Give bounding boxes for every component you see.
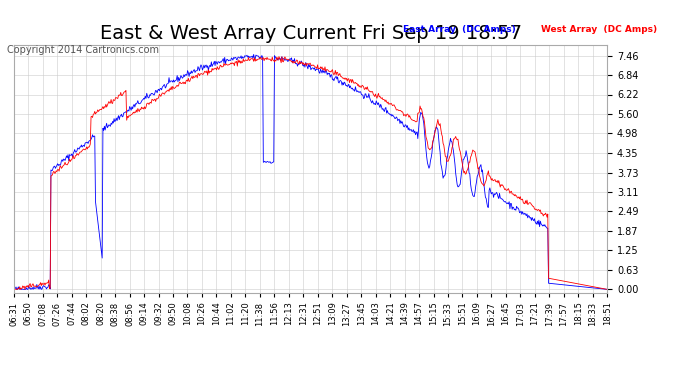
West Array  (DC Amps) [356,84,364,88]
West Array  (DC Amps) [389,103,397,107]
East Array  (DC Amps) [47,168,55,172]
East Array  (DC Amps) [10,286,18,291]
Title: East & West Array Current Fri Sep 19 18:57: East & West Array Current Fri Sep 19 18:… [99,24,522,44]
West Array  (DC Amps) [522,201,531,206]
West Array  (DC Amps) [47,174,55,178]
West Array  (DC Amps) [371,92,380,96]
East Array  (DC Amps) [371,102,380,107]
East Array  (DC Amps) [461,154,469,159]
Line: West Array  (DC Amps): West Array (DC Amps) [14,57,607,290]
Text: East Array  (DC Amps): East Array (DC Amps) [403,26,515,34]
East Array  (DC Amps) [603,287,611,292]
West Array  (DC Amps) [10,286,18,291]
West Array  (DC Amps) [275,54,283,59]
West Array  (DC Amps) [603,287,611,292]
East Array  (DC Amps) [356,89,364,94]
Line: East Array  (DC Amps): East Array (DC Amps) [14,54,607,290]
West Array  (DC Amps) [461,172,469,176]
West Array  (DC Amps) [10,287,19,292]
Text: Copyright 2014 Cartronics.com: Copyright 2014 Cartronics.com [7,45,159,55]
East Array  (DC Amps) [389,114,397,118]
East Array  (DC Amps) [522,213,531,218]
East Array  (DC Amps) [10,287,19,292]
East Array  (DC Amps) [250,52,258,57]
Text: West Array  (DC Amps): West Array (DC Amps) [541,26,657,34]
